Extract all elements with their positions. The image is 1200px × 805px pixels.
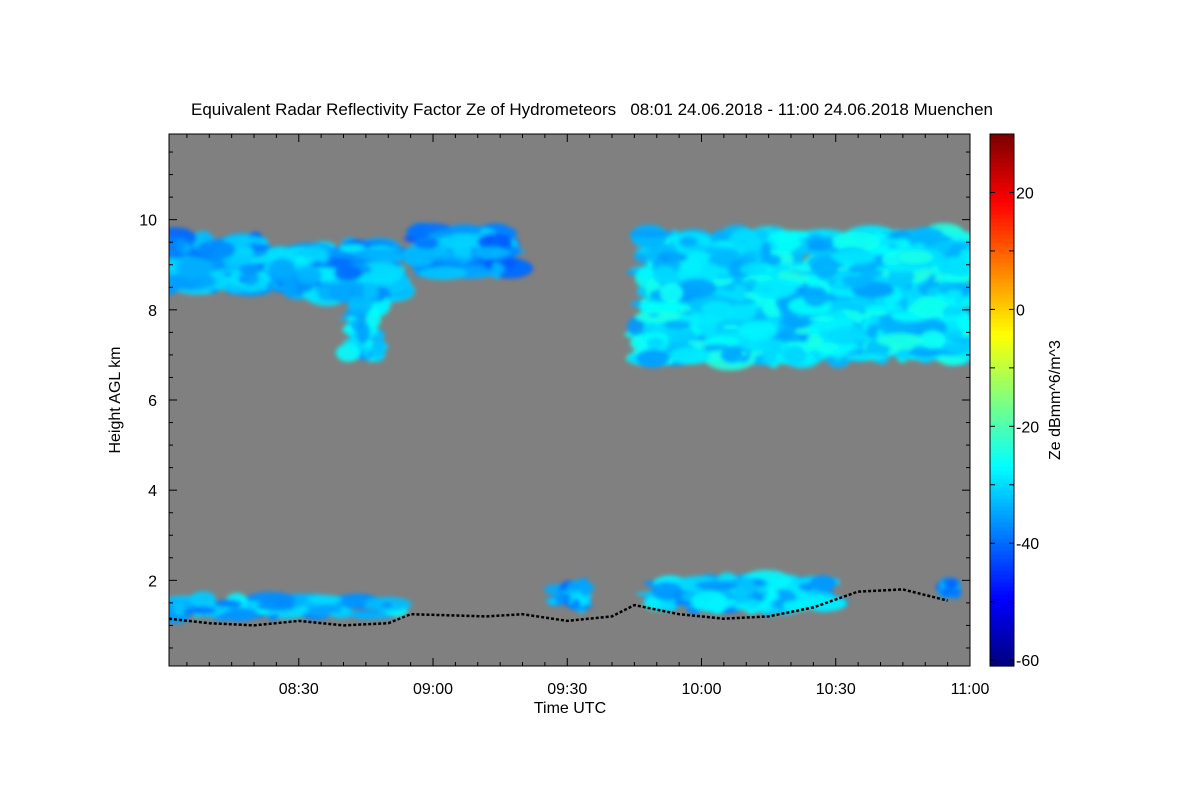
plot-background — [169, 134, 970, 666]
x-axis: 08:30 09:00 09:30 10:00 10:30 11:00 — [186, 134, 990, 698]
x-axis-label: Time UTC — [534, 700, 606, 717]
colorbar-tick-label: 0 — [1016, 302, 1025, 319]
colorbar-frame — [989, 133, 1015, 667]
y-axis-label: Height AGL km — [107, 346, 124, 453]
y-tick-label: 8 — [148, 303, 157, 320]
colorbar-tick-label: 20 — [1016, 185, 1034, 202]
cloud-regions — [169, 222, 970, 624]
colorbar-ticks: 20 0 -20 -40 -60 — [990, 133, 1039, 670]
x-tick-label: 11:00 — [951, 681, 990, 698]
cloud-upper-cirrus-3 — [401, 222, 534, 281]
cloud-low-cloud-edge — [935, 577, 962, 599]
colorbar-gradient — [990, 134, 1014, 667]
cloud-low-cloud-mid — [543, 577, 595, 614]
colorbar-label: Ze dBmm^6/m^3 — [1047, 340, 1064, 460]
plot-area — [168, 133, 971, 667]
cloud-low-cloud-left — [169, 591, 412, 624]
x-tick-label: 08:30 — [279, 681, 319, 698]
cloud-fallstreak — [335, 282, 391, 363]
y-tick-label: 6 — [148, 393, 157, 410]
y-tick-label: 4 — [148, 483, 157, 500]
x-tick-label: 10:30 — [816, 681, 856, 698]
cloud-upper-right-cirrostratus — [624, 223, 970, 371]
x-tick-label: 09:00 — [413, 681, 453, 698]
x-tick-label: 09:30 — [547, 681, 587, 698]
chart-title: Equivalent Radar Reflectivity Factor Ze … — [191, 100, 993, 119]
y-tick-label: 10 — [139, 213, 157, 230]
colorbar-tick-label: -60 — [1016, 653, 1039, 670]
y-axis: 2 4 6 8 10 — [139, 151, 970, 649]
x-tick-label: 10:00 — [681, 681, 721, 698]
colorbar-tick-label: -40 — [1016, 536, 1039, 553]
cloud-upper-left-cirrus-1 — [169, 227, 283, 297]
cloud-base-line — [169, 588, 948, 627]
colorbar: 20 0 -20 -40 -60 Ze dBmm^6/m^3 — [989, 133, 1064, 670]
y-tick-label: 2 — [148, 573, 157, 590]
colorbar-tick-label: -20 — [1016, 419, 1039, 436]
cloud-low-cloud-right — [634, 570, 849, 617]
